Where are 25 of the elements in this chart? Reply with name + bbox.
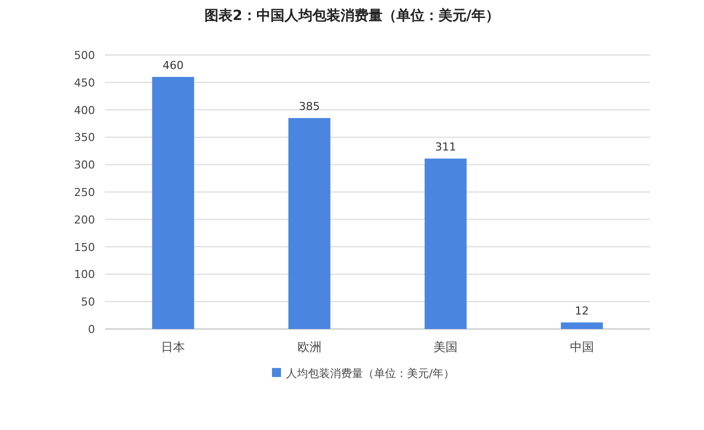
y-tick-label: 150: [74, 240, 95, 254]
y-tick-label: 500: [74, 49, 95, 62]
data-label: 385: [298, 100, 320, 114]
chart-title: 图表2：中国人均包装消费量（单位：美元/年）: [204, 7, 500, 24]
data-label: 12: [574, 304, 589, 318]
bar: [560, 322, 603, 329]
y-tick-label: 200: [74, 213, 95, 226]
y-tick-label: 300: [74, 158, 95, 172]
x-tick-label: 欧洲: [297, 340, 322, 354]
x-tick-label: 美国: [434, 340, 458, 354]
bar: [152, 76, 194, 329]
y-tick-label: 350: [74, 131, 95, 144]
y-tick-label: 450: [74, 76, 95, 90]
bar: [424, 158, 467, 329]
data-label: 460: [162, 58, 184, 72]
y-tick-label: 50: [81, 296, 95, 309]
data-label: 311: [435, 140, 456, 154]
y-tick-label: 400: [74, 104, 95, 117]
x-tick-label: 日本: [161, 340, 186, 354]
y-tick-label: 100: [74, 268, 95, 282]
bar: [288, 118, 330, 329]
x-tick-label: 中国: [570, 340, 594, 354]
y-tick-label: 0: [88, 323, 95, 336]
y-tick-label: 250: [74, 186, 95, 199]
legend-label: 人均包装消费量（单位：美元/年）: [286, 367, 455, 380]
